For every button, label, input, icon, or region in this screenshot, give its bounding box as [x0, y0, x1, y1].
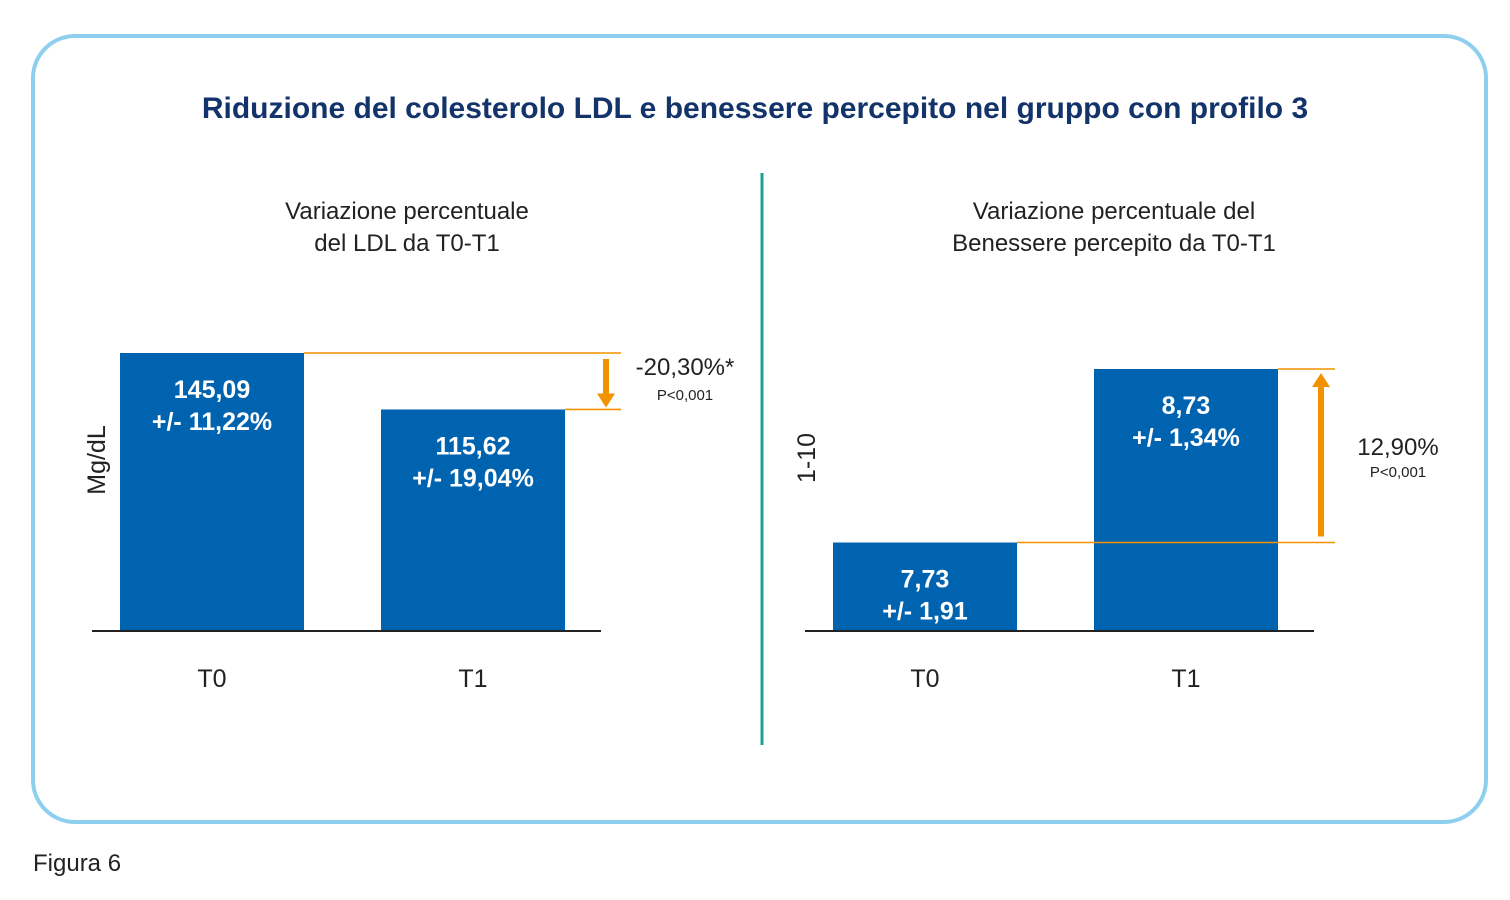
wellbeing-bar-error-label: +/- 1,34%: [1132, 424, 1240, 452]
chart-left-subtitle-line-2: del LDL da T0-T1: [314, 230, 500, 257]
ldl-bar-error-label: +/- 19,04%: [412, 464, 534, 492]
ldl-bar-t0: [120, 353, 304, 631]
chart-right-subtitle: Variazione percentuale del Benessere per…: [894, 196, 1334, 260]
wellbeing-bar-error-label: +/- 1,91: [882, 598, 968, 626]
ldl-p-value-label: P<0,001: [657, 387, 713, 404]
ldl-bar-value-label: 115,62: [435, 432, 510, 460]
ldl-change-arrow-head: [597, 393, 615, 408]
ldl-bar-t1: [381, 409, 565, 631]
ldl-bar-error-label: +/- 11,22%: [152, 408, 272, 436]
ldl-y-axis-label: Mg/dL: [83, 425, 111, 495]
wellbeing-y-axis-label: 1-10: [793, 433, 821, 483]
chart-right-subtitle-line-2: Benessere percepito da T0-T1: [952, 230, 1276, 257]
wellbeing-bar-value-label: 7,73: [901, 566, 950, 594]
wellbeing-tick-label: T1: [1171, 665, 1200, 693]
chart-left-subtitle-line-1: Variazione percentuale: [285, 198, 529, 225]
chart-left-subtitle: Variazione percentuale del LDL da T0-T1: [187, 196, 627, 260]
ldl-tick-label: T0: [197, 665, 226, 693]
wellbeing-change-label: 12,90%: [1357, 434, 1438, 461]
wellbeing-change-arrow-head: [1312, 373, 1330, 387]
wellbeing-bar-t0: [833, 542, 1017, 631]
wellbeing-bar-t1: [1094, 369, 1278, 631]
wellbeing-tick-label: T0: [910, 665, 939, 693]
figure-caption: Figura 6: [33, 850, 122, 877]
ldl-tick-label: T1: [458, 665, 487, 693]
ldl-bar-value-label: 145,09: [174, 376, 250, 404]
figure-title: Riduzione del colesterolo LDL e benesser…: [201, 92, 1309, 125]
chart-right-subtitle-line-1: Variazione percentuale del: [972, 198, 1256, 225]
wellbeing-p-value-label: P<0,001: [1370, 464, 1426, 481]
ldl-change-label: -20,30%*: [636, 354, 735, 381]
wellbeing-bar-value-label: 8,73: [1162, 392, 1211, 420]
